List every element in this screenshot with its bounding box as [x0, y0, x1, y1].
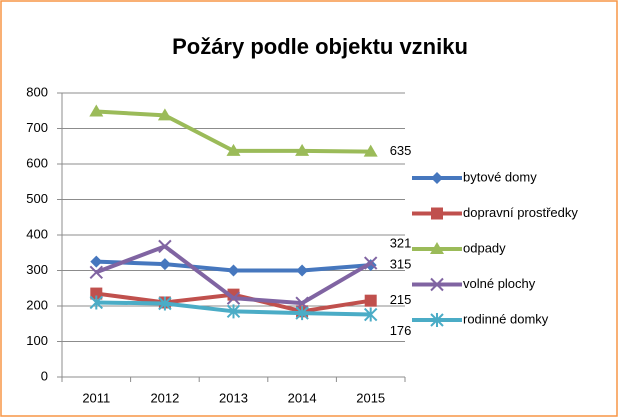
legend-marker: [430, 242, 444, 254]
legend-label: odpady: [463, 240, 506, 255]
marker: [157, 108, 172, 121]
marker: [226, 291, 241, 305]
y-tick-label: 300: [26, 262, 48, 277]
y-tick-label: 100: [26, 333, 48, 348]
legend-marker: [431, 172, 443, 184]
marker: [89, 104, 104, 117]
marker: [226, 143, 241, 156]
marker: [295, 296, 309, 310]
data-label: 321: [390, 235, 412, 250]
marker: [158, 296, 172, 311]
y-tick-label: 800: [26, 84, 48, 99]
legend-label: dopravní prostředky: [463, 205, 578, 220]
marker: [364, 294, 377, 307]
marker: [89, 265, 104, 279]
data-label: 215: [390, 292, 412, 307]
legend-marker: [430, 277, 444, 292]
data-label: 176: [390, 323, 412, 338]
legend-label: volné plochy: [463, 276, 536, 291]
marker: [363, 256, 378, 270]
y-tick-label: 400: [26, 226, 48, 241]
marker: [90, 255, 103, 268]
y-tick-label: 500: [26, 191, 48, 206]
x-tick-label: 2013: [219, 390, 248, 405]
marker: [227, 264, 240, 277]
marker: [295, 306, 309, 321]
x-tick-label: 2012: [150, 390, 179, 405]
y-tick-label: 600: [26, 155, 48, 170]
x-tick-label: 2015: [356, 390, 385, 405]
legend-marker: [431, 207, 443, 220]
legend-label: bytové domy: [463, 169, 537, 184]
marker: [158, 239, 172, 254]
marker: [89, 295, 104, 310]
chart-title: Požáry podle objektu vzniku: [172, 34, 468, 59]
y-tick-label: 700: [26, 120, 48, 135]
legend-marker: [430, 313, 444, 327]
marker: [363, 307, 378, 322]
marker: [295, 143, 310, 156]
x-tick-label: 2014: [288, 390, 317, 405]
marker: [226, 304, 241, 319]
data-label: 635: [390, 143, 412, 158]
y-tick-label: 0: [41, 368, 48, 383]
legend-label: rodinné domky: [463, 311, 549, 326]
marker: [158, 258, 171, 271]
x-tick-label: 2011: [82, 390, 110, 405]
marker: [296, 264, 309, 277]
y-tick-label: 200: [26, 297, 48, 312]
marker: [363, 144, 378, 157]
data-label: 315: [390, 257, 412, 272]
marker: [90, 287, 103, 300]
